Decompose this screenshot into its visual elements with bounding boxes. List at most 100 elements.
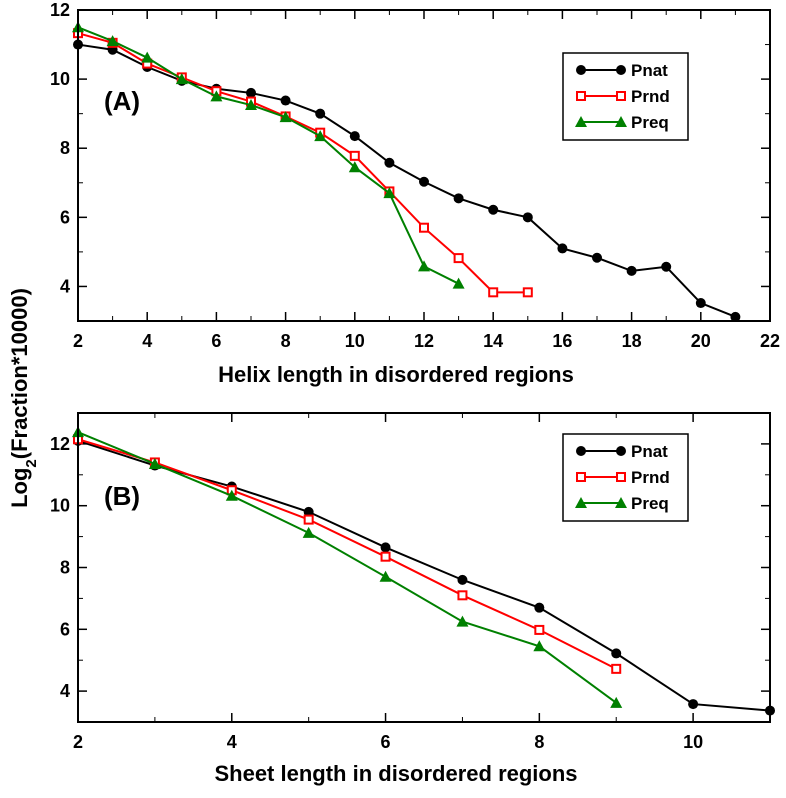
data-point-preq: [148, 457, 161, 469]
series-line-preq: [77, 431, 617, 704]
data-point-preq: [302, 526, 315, 538]
data-point-prnd: [380, 551, 391, 562]
data-point-pnat: [730, 311, 741, 322]
data-point-pnat: [661, 261, 672, 272]
plot-frame: [77, 9, 771, 322]
series-line-prnd: [77, 438, 617, 670]
data-point-prnd: [349, 150, 360, 161]
y-tick-label: 8: [60, 138, 70, 158]
data-point-prnd: [488, 287, 499, 298]
legend-marker-preq: [615, 116, 627, 127]
data-point-preq: [379, 570, 392, 582]
data-point-pnat: [349, 131, 360, 142]
legend-marker-prnd: [616, 91, 626, 101]
legend-marker-prnd: [616, 472, 626, 482]
x-tick-label: 2: [73, 732, 83, 752]
legend-label-preq: Preq: [631, 494, 669, 513]
chart-panel-2: 2 4 6 8 10 4 6 8 10 12 (B) Sheet length in disorder…: [50, 412, 775, 786]
legend-label-preq: Preq: [631, 113, 669, 132]
data-point-pnat: [626, 265, 637, 276]
y-tick-label: 12: [50, 434, 70, 454]
data-point-pnat: [419, 176, 429, 187]
data-point-pnat: [303, 506, 314, 517]
legend-label-pnat: Pnat: [631, 61, 668, 80]
x-tick-label: 10: [345, 331, 365, 351]
x-tick-label: 18: [622, 331, 642, 351]
data-point-pnat: [380, 542, 391, 553]
x-tick-label: 4: [227, 732, 237, 752]
y-axis-title-suffix: (Fraction*10000): [7, 288, 32, 459]
x-tick-label: 12: [414, 331, 434, 351]
y-tick-label: 4: [60, 276, 70, 296]
data-point-preq: [452, 277, 465, 289]
y-tick-label: 6: [60, 619, 70, 639]
panel-label: (A): [104, 86, 140, 116]
y-tick-label: 10: [50, 69, 70, 89]
data-point-pnat: [280, 95, 291, 106]
x-tick-label: 20: [691, 331, 711, 351]
data-point-prnd: [419, 222, 429, 233]
y-axis-title-subscript: 2: [23, 459, 40, 467]
data-point-prnd: [534, 624, 545, 635]
y-tick-label: 12: [50, 0, 70, 20]
y-axis-title: Log2(Fraction*10000): [7, 288, 40, 508]
legend-marker-prnd: [576, 91, 586, 101]
x-tick-label: 14: [483, 331, 503, 351]
series-line-prnd: [77, 32, 528, 294]
y-tick-label: 10: [50, 496, 70, 516]
data-point-pnat: [488, 204, 499, 215]
data-point-pnat: [557, 243, 568, 254]
y-tick-label: 8: [60, 558, 70, 578]
y-tick-label: 4: [60, 681, 70, 701]
y-axis-title-prefix: Log: [7, 468, 32, 508]
x-tick-label: 8: [534, 732, 544, 752]
data-point-pnat: [453, 193, 464, 204]
panel-label: (B): [104, 481, 140, 511]
data-point-preq: [210, 90, 223, 102]
legend-marker-pnat: [576, 446, 586, 456]
legend-marker-pnat: [576, 65, 586, 75]
chart-panel-1: 2 4 6 8 10 12 14 16 18 20 22 4 6 8 10 12 (A) Helix length…: [50, 0, 780, 387]
data-point-preq: [456, 615, 469, 627]
data-point-pnat: [315, 108, 326, 119]
data-point-prnd: [611, 663, 622, 674]
legend-marker-preq: [575, 116, 587, 127]
data-point-preq: [175, 73, 188, 85]
x-tick-label: 4: [142, 331, 152, 351]
data-point-prnd: [522, 287, 533, 298]
data-point-pnat: [695, 298, 706, 309]
legend-label-pnat: Pnat: [631, 442, 668, 461]
data-point-preq: [610, 696, 623, 708]
data-point-pnat: [384, 157, 395, 168]
x-tick-label: 8: [281, 331, 291, 351]
data-point-pnat: [522, 212, 533, 223]
y-tick-label: 6: [60, 207, 70, 227]
data-point-pnat: [534, 602, 545, 613]
data-point-prnd: [303, 514, 314, 525]
data-point-preq: [279, 111, 292, 123]
x-tick-label: 6: [381, 732, 391, 752]
data-point-preq: [225, 489, 238, 501]
x-tick-label: 10: [683, 732, 703, 752]
series-line-preq: [77, 26, 460, 285]
legend-label-prnd: Prnd: [631, 468, 670, 487]
data-point-preq: [383, 187, 396, 199]
data-point-pnat: [592, 252, 602, 263]
data-point-pnat: [688, 699, 699, 710]
data-point-pnat: [457, 574, 468, 585]
legend-label-prnd: Prnd: [631, 87, 670, 106]
legend-marker-preq: [615, 497, 627, 508]
data-point-pnat: [246, 87, 256, 98]
plot-frame: [77, 412, 771, 723]
data-point-prnd: [453, 253, 464, 264]
data-point-prnd: [457, 590, 468, 601]
data-point-preq: [418, 260, 430, 272]
legend-marker-pnat: [616, 65, 626, 75]
data-point-preq: [245, 99, 257, 111]
legend-marker-preq: [575, 497, 587, 508]
x-axis-title: Sheet length in disordered regions: [214, 761, 577, 786]
data-point-pnat: [611, 648, 622, 659]
data-point-preq: [106, 35, 119, 47]
